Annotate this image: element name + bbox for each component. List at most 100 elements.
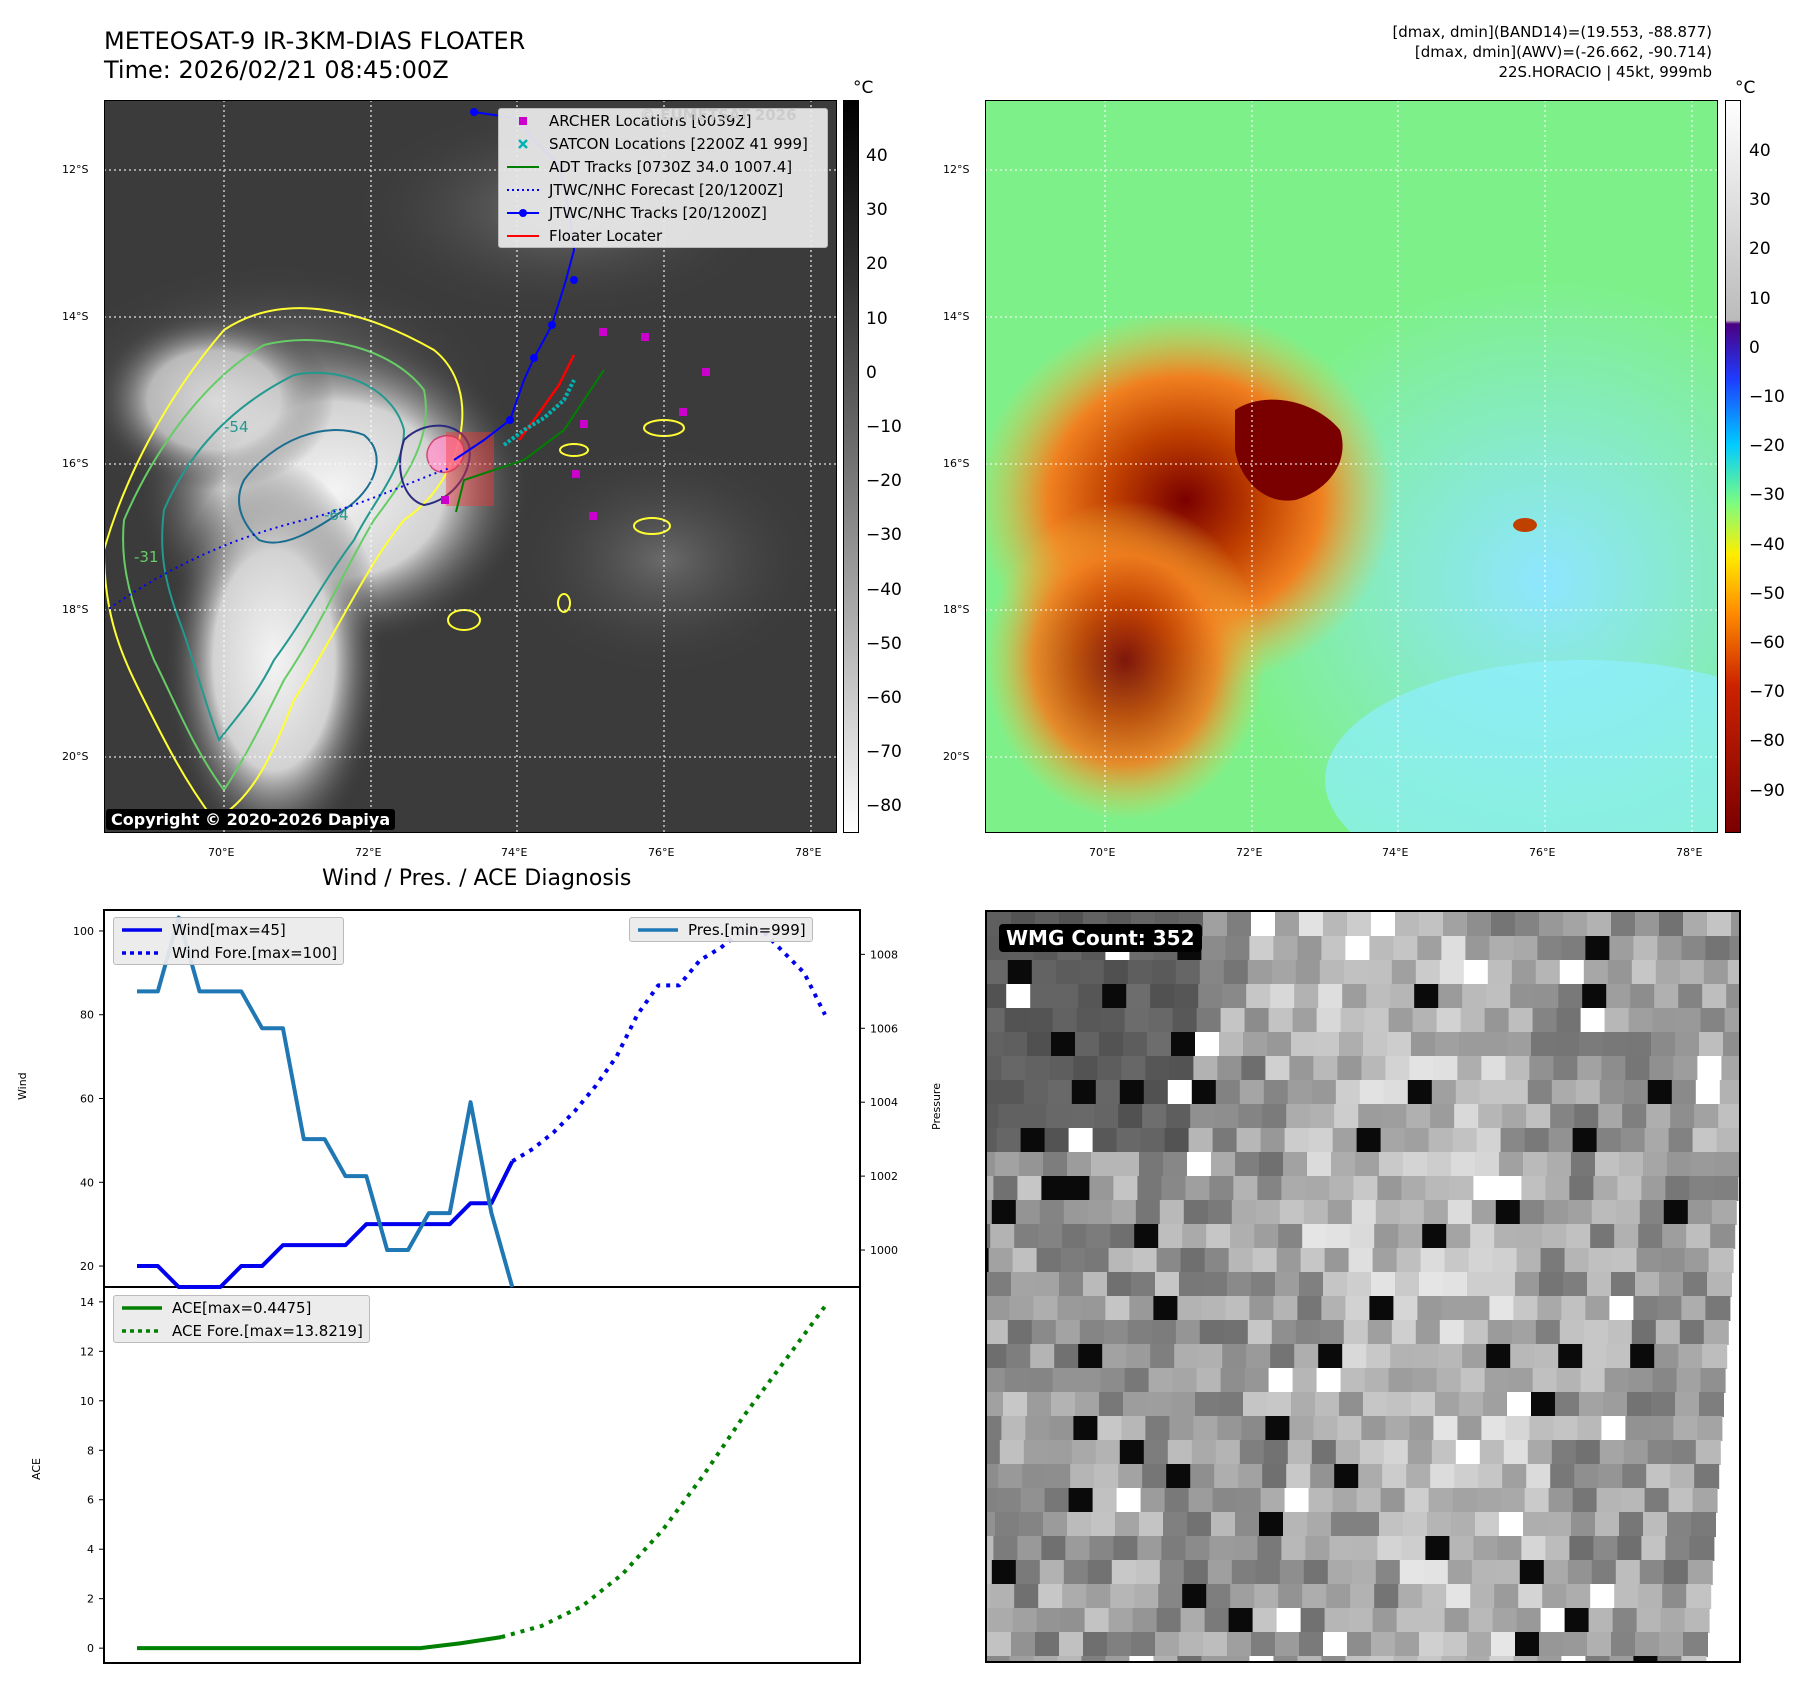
lat-tick: 16°S (62, 457, 89, 470)
band14-range: [dmax, dmin](BAND14)=(19.553, -88.877) (1392, 23, 1712, 41)
colorbar-tick: 10 (866, 308, 888, 329)
ir-colorbar (843, 100, 859, 833)
colorbar-tick: −40 (1749, 534, 1785, 555)
wmg-count-badge: WMG Count: 352 (999, 924, 1202, 952)
lat-tick: 12°S (62, 163, 89, 176)
colorbar-tick: −70 (866, 742, 902, 763)
legend-floater: Floater Locater (507, 226, 663, 245)
wind-tick-label: 80 (80, 1009, 94, 1022)
colorbar-tick: −20 (1749, 436, 1785, 457)
lon-tick: 76°E (648, 846, 675, 859)
colorbar-tick: 20 (866, 254, 888, 275)
colorbar-tick: 30 (1749, 190, 1771, 211)
colorbar-tick: −50 (866, 633, 902, 654)
chart-title: METEOSAT-9 IR-3KM-DIAS FLOATER (104, 27, 526, 55)
awv-range: [dmax, dmin](AWV)=(-26.662, -90.714) (1414, 43, 1712, 61)
wind-tick-label: 100 (73, 925, 94, 938)
lon-tick: 74°E (501, 846, 528, 859)
colorbar-tick: −30 (866, 525, 902, 546)
colorbar-tick: 0 (866, 362, 877, 383)
lon-tick: 78°E (795, 846, 822, 859)
colorbar-tick: 30 (866, 200, 888, 221)
pressure-tick-label: 1008 (870, 948, 898, 961)
ir-satellite-panel: -54 -64 -31 (104, 100, 837, 833)
legend-ace: ACE[max=0.4475] (122, 1298, 312, 1317)
colorbar-tick: −60 (1749, 633, 1785, 653)
wind-tick-label: 20 (80, 1260, 94, 1273)
ace-legend: ACE[max=0.4475] ACE Fore.[max=13.8219] (113, 1295, 370, 1343)
legend-ace-fore: ACE Fore.[max=13.8219] (122, 1321, 363, 1340)
colorbar-tick: −70 (1749, 682, 1785, 703)
colorbar-tick: −80 (1749, 731, 1785, 752)
wind-series (137, 1160, 515, 1289)
colorbar-tick: −20 (866, 471, 902, 492)
lat-tick: 18°S (943, 603, 970, 616)
ace-tick-label: 2 (87, 1593, 94, 1606)
wind-tick-label: 40 (80, 1176, 94, 1189)
contour-label: -54 (224, 418, 249, 436)
colorbar-tick: −60 (866, 688, 902, 708)
ace-tick-label: 0 (87, 1642, 94, 1655)
eumetsat-watermark: © EUMETSAT 2026 (640, 106, 797, 124)
ace-tick-label: 6 (87, 1494, 94, 1507)
legend-pressure: Pres.[min=999] (638, 920, 806, 939)
ace-tick-label: 4 (87, 1543, 94, 1556)
wmg-panel: WMG Count: 352 (985, 910, 1741, 1663)
pressure-tick-label: 1000 (870, 1244, 898, 1257)
colorbar-tick: 40 (1749, 141, 1771, 161)
pressure-legend: Pres.[min=999] (629, 917, 813, 942)
lon-tick: 78°E (1676, 846, 1703, 859)
legend-adt: ADT Tracks [0730Z 34.0 1007.4] (507, 157, 793, 176)
awv-colorbar (1725, 100, 1741, 833)
pressure-tick-label: 1002 (870, 1170, 898, 1183)
legend-jtwc-tracks: JTWC/NHC Tracks [20/1200Z] (499, 201, 827, 224)
ace-forecast-series (500, 1305, 827, 1640)
lat-tick: 20°S (62, 750, 89, 763)
lon-tick: 74°E (1382, 846, 1409, 859)
legend-satcon: SATCON Locations [2200Z 41 999] (499, 132, 827, 155)
lat-tick: 20°S (943, 750, 970, 763)
pressure-tick-label: 1006 (870, 1022, 898, 1035)
ace-series (137, 1635, 502, 1651)
colorbar-tick: 20 (1749, 239, 1771, 260)
pressure-series (137, 915, 515, 1288)
ace-tick-label: 8 (87, 1444, 94, 1457)
chart-time: Time: 2026/02/21 08:45:00Z (104, 56, 449, 84)
ace-tick-label: 12 (80, 1345, 94, 1358)
lon-tick: 70°E (1089, 846, 1116, 859)
contour-label: -64 (324, 506, 349, 524)
lat-tick: 14°S (62, 310, 89, 323)
awv-satellite-panel (985, 100, 1718, 833)
ir-colorbar-unit: °C (853, 78, 874, 98)
colorbar-tick: −90 (1749, 780, 1785, 801)
contour-label: -31 (134, 548, 159, 566)
wind-legend: Wind[max=45] Wind Fore.[max=100] (113, 917, 345, 965)
lon-tick: 72°E (355, 846, 382, 859)
lat-tick: 14°S (943, 310, 970, 323)
ir-legend: ARCHER Locations [0039Z] SATCON Location… (498, 108, 828, 248)
ace-axes (103, 1286, 861, 1664)
legend-archer: ARCHER Locations [0039Z] (499, 109, 827, 132)
colorbar-tick: 10 (1749, 288, 1771, 309)
colorbar-tick: −30 (1749, 485, 1785, 506)
wind-tick-label: 60 (80, 1093, 94, 1106)
legend-wind: Wind[max=45] (122, 920, 286, 939)
pressure-tick-label: 1004 (870, 1096, 898, 1109)
colorbar-tick: −80 (866, 796, 902, 817)
lat-tick: 12°S (943, 163, 970, 176)
lat-tick: 18°S (62, 603, 89, 616)
colorbar-tick: −40 (866, 579, 902, 600)
lon-tick: 76°E (1529, 846, 1556, 859)
lon-tick: 72°E (1236, 846, 1263, 859)
lat-tick: 16°S (943, 457, 970, 470)
ace-tick-label: 14 (80, 1296, 94, 1309)
colorbar-tick: 40 (866, 146, 888, 166)
ace-tick-label: 10 (80, 1395, 94, 1408)
awv-colorbar-unit: °C (1735, 78, 1756, 98)
lon-tick: 70°E (208, 846, 235, 859)
copyright-badge: Copyright © 2020-2026 Dapiya (106, 809, 396, 830)
colorbar-tick: −50 (1749, 583, 1785, 604)
wind-pressure-axes (103, 909, 861, 1288)
colorbar-tick: −10 (866, 417, 902, 437)
wind-forecast-series (511, 928, 827, 1164)
